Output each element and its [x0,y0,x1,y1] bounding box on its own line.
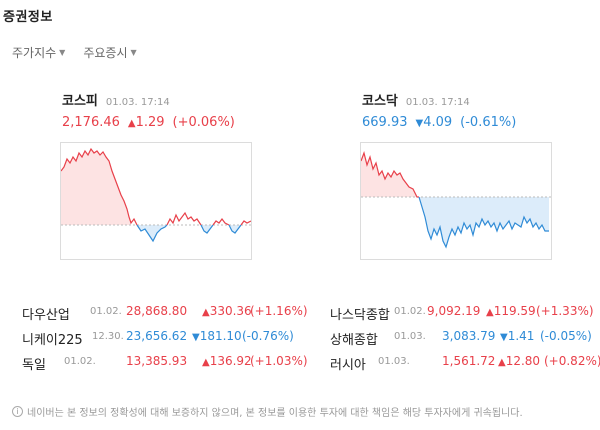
world-date: 01.03. [394,331,426,342]
kospi-rate: (+0.06%) [172,115,235,130]
index-tabs: 주가지수 ▼ 주요증시 ▼ [12,44,137,61]
world-date: 01.02. [90,306,122,317]
kospi-line-down-3 [228,224,242,234]
kosdaq-chart[interactable] [360,142,552,260]
world-rate: (-0.05%) [540,329,592,343]
tab-stock-index-label: 주가지수 [12,46,57,60]
kospi-quote: 2,176.46 ▲1.29 (+0.06%) [62,115,252,130]
world-rate: (-0.76%) [242,329,294,343]
world-value: 3,083.79 [442,329,496,343]
world-rate: (+1.16%) [250,304,308,318]
world-change-wrap: ▲119.59 [486,304,536,318]
kosdaq-chart-svg [361,150,551,249]
world-row: 다우산업 01.02. 28,868.80 ▲330.36 (+1.16%) 나… [12,304,594,329]
world-change-wrap: ▼181.10 [192,329,242,343]
caret-down-icon: ▼ [130,48,137,57]
world-date: 01.02. [394,306,426,317]
section-title: 증권정보 [3,10,53,25]
world-indices: 다우산업 01.02. 28,868.80 ▲330.36 (+1.16%) 나… [12,304,600,379]
world-name[interactable]: 러시아 [330,358,366,373]
kosdaq-time: 01.03. 17:14 [405,97,470,108]
world-value: 1,561.72 [442,354,496,368]
arrow-up-icon: ▲ [202,357,210,368]
disclaimer-text: 네이버는 본 정보의 정확성에 대해 보증하지 않으며, 본 정보를 이용한 투… [27,408,523,419]
world-date: 12.30. [92,331,124,342]
world-name[interactable]: 독일 [22,358,46,373]
world-name[interactable]: 나스닥종합 [330,308,390,323]
world-value: 23,656.62 [126,329,188,343]
world-date: 01.03. [378,356,410,367]
kosdaq-change: 4.09 [423,115,453,130]
kosdaq-quote: 669.93 ▼4.09 (-0.61%) [362,115,552,130]
kospi-line-down-2 [200,224,214,234]
world-change: 136.92 [209,354,252,368]
kosdaq-line-down [418,196,549,249]
kospi-value: 2,176.46 [62,115,120,130]
world-name[interactable]: 다우산업 [22,308,70,323]
kosdaq-panel[interactable]: 코스닥 01.03. 17:14 669.93 ▼4.09 (-0.61%) [362,90,552,130]
tab-major-markets-label: 주요증시 [83,46,128,60]
kosdaq-name[interactable]: 코스닥 [362,94,398,109]
world-change: 12.80 [505,354,541,368]
tab-stock-index[interactable]: 주가지수 ▼ [12,44,65,61]
world-date: 01.02. [64,356,96,367]
caret-down-icon: ▼ [59,48,66,57]
world-row: 니케이225 12.30. 23,656.62 ▼181.10 (-0.76%)… [12,329,592,354]
world-row: 독일 01.02. 13,385.93 ▲136.92 (+1.03%) 러시아… [12,354,600,379]
kosdaq-line-up [361,150,419,198]
world-name[interactable]: 니케이225 [22,333,83,348]
kospi-change: 1.29 [135,115,165,130]
kospi-panel[interactable]: 코스피 01.03. 17:14 2,176.46 ▲1.29 (+0.06%) [62,90,252,130]
kospi-line-up-3 [212,218,230,226]
world-change: 1.41 [507,329,535,343]
world-value: 28,868.80 [126,304,188,318]
kosdaq-rate: (-0.61%) [460,115,517,130]
arrow-up-icon: ▲ [202,307,210,318]
world-change: 119.59 [493,304,536,318]
world-change: 181.10 [199,329,242,343]
kospi-time: 01.03. 17:14 [105,97,170,108]
kospi-line-up-2 [166,211,202,226]
kospi-up-area [61,149,131,225]
kospi-name[interactable]: 코스피 [62,94,98,109]
world-change-wrap: ▲136.92 [202,354,252,368]
world-rate: (+0.82%) [544,354,600,368]
world-change: 330.36 [209,304,252,318]
world-value: 9,092.19 [427,304,481,318]
arrow-down-icon: ▼ [415,118,424,129]
disclaimer: i 네이버는 본 정보의 정확성에 대해 보증하지 않으며, 본 정보를 이용한… [12,404,523,419]
arrow-down-icon: ▼ [500,332,508,343]
kospi-down-area [137,225,241,241]
kosdaq-value: 669.93 [362,115,408,130]
world-name[interactable]: 상해종합 [330,333,378,348]
arrow-up-icon: ▲ [498,357,506,368]
kospi-chart-svg [61,147,251,243]
arrow-down-icon: ▼ [192,332,200,343]
world-change-wrap: ▼1.41 [500,329,534,343]
arrow-up-icon: ▲ [486,307,494,318]
world-rate: (+1.33%) [536,304,594,318]
arrow-up-icon: ▲ [127,118,136,129]
tab-major-markets[interactable]: 주요증시 ▼ [83,44,136,61]
world-rate: (+1.03%) [250,354,308,368]
world-change-wrap: ▲330.36 [202,304,252,318]
kospi-line-up [61,147,138,226]
kospi-chart[interactable] [60,142,252,260]
world-change-wrap: ▲12.80 [498,354,540,368]
kospi-line-up-4 [240,220,251,226]
world-value: 13,385.93 [126,354,188,368]
kospi-line-down [136,224,168,243]
kospi-change-wrap: ▲1.29 [128,115,165,130]
kosdaq-change-wrap: ▼4.09 [416,115,453,130]
info-icon: i [12,406,23,417]
